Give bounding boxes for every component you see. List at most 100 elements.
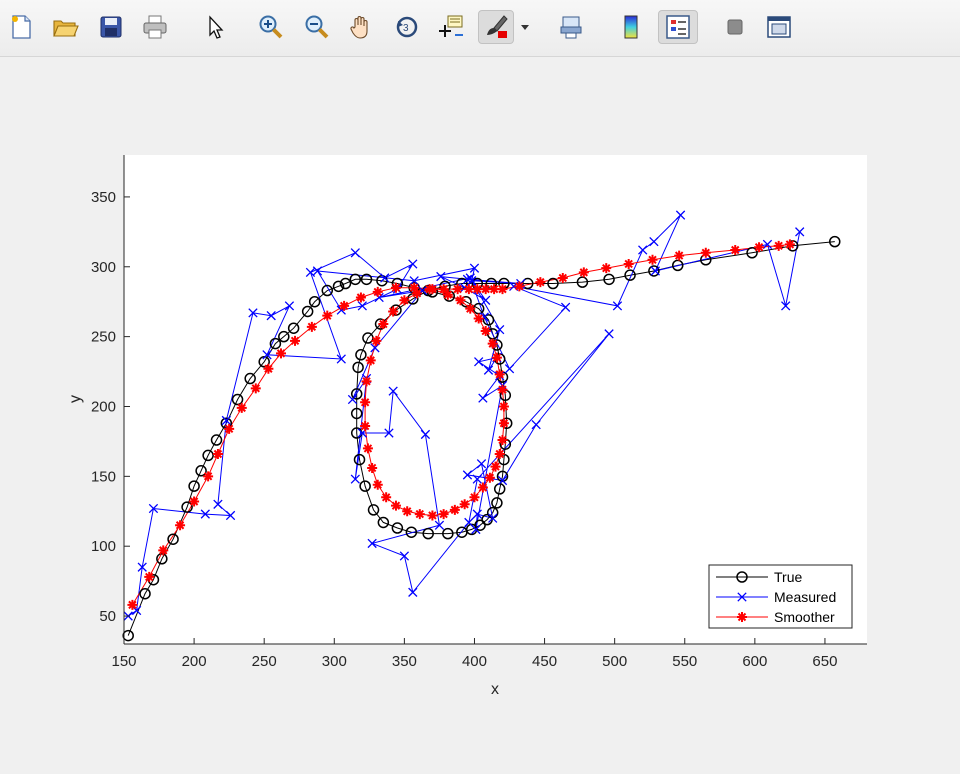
data-point — [464, 517, 474, 528]
legend-entry: Measured — [774, 589, 836, 605]
zoom-in-icon[interactable] — [254, 10, 288, 44]
data-point — [210, 434, 223, 446]
data-point — [477, 482, 488, 493]
data-point — [203, 471, 214, 482]
data-point — [213, 499, 223, 509]
series-line-measured — [127, 214, 801, 617]
data-point — [762, 239, 773, 250]
legend-marker — [737, 612, 747, 622]
data-point — [478, 393, 488, 403]
data-point — [535, 277, 546, 288]
data-cursor-icon[interactable] — [434, 10, 468, 44]
data-point — [350, 474, 360, 484]
hide-plot-tools-icon[interactable] — [718, 10, 752, 44]
data-point — [367, 504, 380, 516]
data-point — [420, 429, 431, 440]
new-figure-icon[interactable] — [4, 10, 38, 44]
data-point — [367, 462, 378, 473]
data-point — [148, 503, 159, 514]
data-point — [372, 479, 383, 490]
print-figure-icon[interactable] — [138, 10, 172, 44]
data-point — [306, 321, 317, 332]
legend: True Measured Smoother — [708, 564, 853, 629]
data-point — [365, 355, 376, 366]
data-point — [355, 292, 366, 303]
data-point — [195, 465, 207, 477]
data-point — [438, 284, 449, 295]
y-tick-label: 50 — [99, 608, 116, 625]
data-point — [225, 510, 236, 521]
data-point — [212, 448, 223, 459]
data-point — [167, 533, 179, 545]
data-point — [388, 386, 398, 396]
data-point — [266, 311, 276, 321]
data-point — [290, 335, 301, 346]
data-point — [472, 509, 482, 519]
data-point — [414, 509, 425, 520]
data-point — [424, 284, 435, 295]
data-point — [491, 352, 502, 363]
data-point — [623, 258, 634, 269]
data-point — [489, 284, 500, 295]
data-point — [443, 290, 455, 302]
data-point — [483, 365, 494, 375]
data-point — [175, 520, 186, 531]
data-point — [784, 239, 795, 250]
show-plot-tools-icon[interactable] — [762, 10, 796, 44]
brush-dropdown-icon[interactable] — [514, 10, 536, 44]
data-point — [248, 308, 258, 318]
data-point — [829, 235, 841, 248]
brush-icon[interactable] — [478, 10, 514, 44]
data-point — [491, 497, 503, 509]
data-point — [355, 349, 367, 361]
rotate-3d-icon[interactable]: 3 — [390, 10, 424, 44]
data-point — [350, 248, 360, 258]
data-point — [465, 273, 475, 283]
legend-entry: True — [774, 569, 802, 585]
data-point — [352, 361, 364, 374]
data-point — [472, 284, 483, 295]
data-point — [122, 629, 134, 642]
open-file-icon[interactable] — [48, 10, 82, 44]
data-point — [462, 470, 473, 480]
zoom-out-icon[interactable] — [300, 10, 334, 44]
data-point — [671, 259, 684, 272]
data-point — [480, 326, 491, 337]
x-tick-label: 650 — [812, 653, 837, 670]
data-point — [370, 343, 380, 353]
data-point — [604, 329, 614, 339]
data-point — [409, 282, 420, 293]
data-point — [576, 276, 589, 288]
data-point — [463, 284, 474, 295]
data-point — [263, 363, 274, 374]
insert-colorbar-icon[interactable] — [614, 10, 648, 44]
save-figure-icon[interactable] — [94, 10, 128, 44]
data-point — [336, 354, 346, 364]
data-point — [372, 286, 383, 297]
data-point — [647, 254, 658, 265]
data-point — [269, 337, 282, 350]
pan-icon[interactable] — [344, 10, 378, 44]
data-point — [399, 551, 410, 561]
data-point — [442, 289, 453, 300]
x-tick-label: 450 — [532, 653, 557, 670]
x-tick-label: 600 — [742, 653, 767, 670]
data-point — [459, 499, 470, 510]
data-point — [137, 562, 147, 572]
data-point — [730, 245, 741, 256]
edit-plot-icon[interactable] — [198, 10, 232, 44]
data-point — [188, 480, 200, 492]
data-point — [408, 259, 418, 269]
data-point — [284, 301, 295, 311]
data-point — [648, 265, 660, 277]
data-point — [650, 266, 660, 276]
link-plot-icon[interactable] — [554, 10, 588, 44]
data-point — [487, 338, 498, 349]
insert-legend-icon[interactable] — [658, 10, 698, 44]
data-point — [427, 510, 438, 521]
data-point — [158, 545, 169, 556]
data-point — [638, 245, 648, 255]
data-point — [332, 280, 345, 293]
data-point — [469, 492, 480, 503]
data-point — [362, 443, 373, 454]
